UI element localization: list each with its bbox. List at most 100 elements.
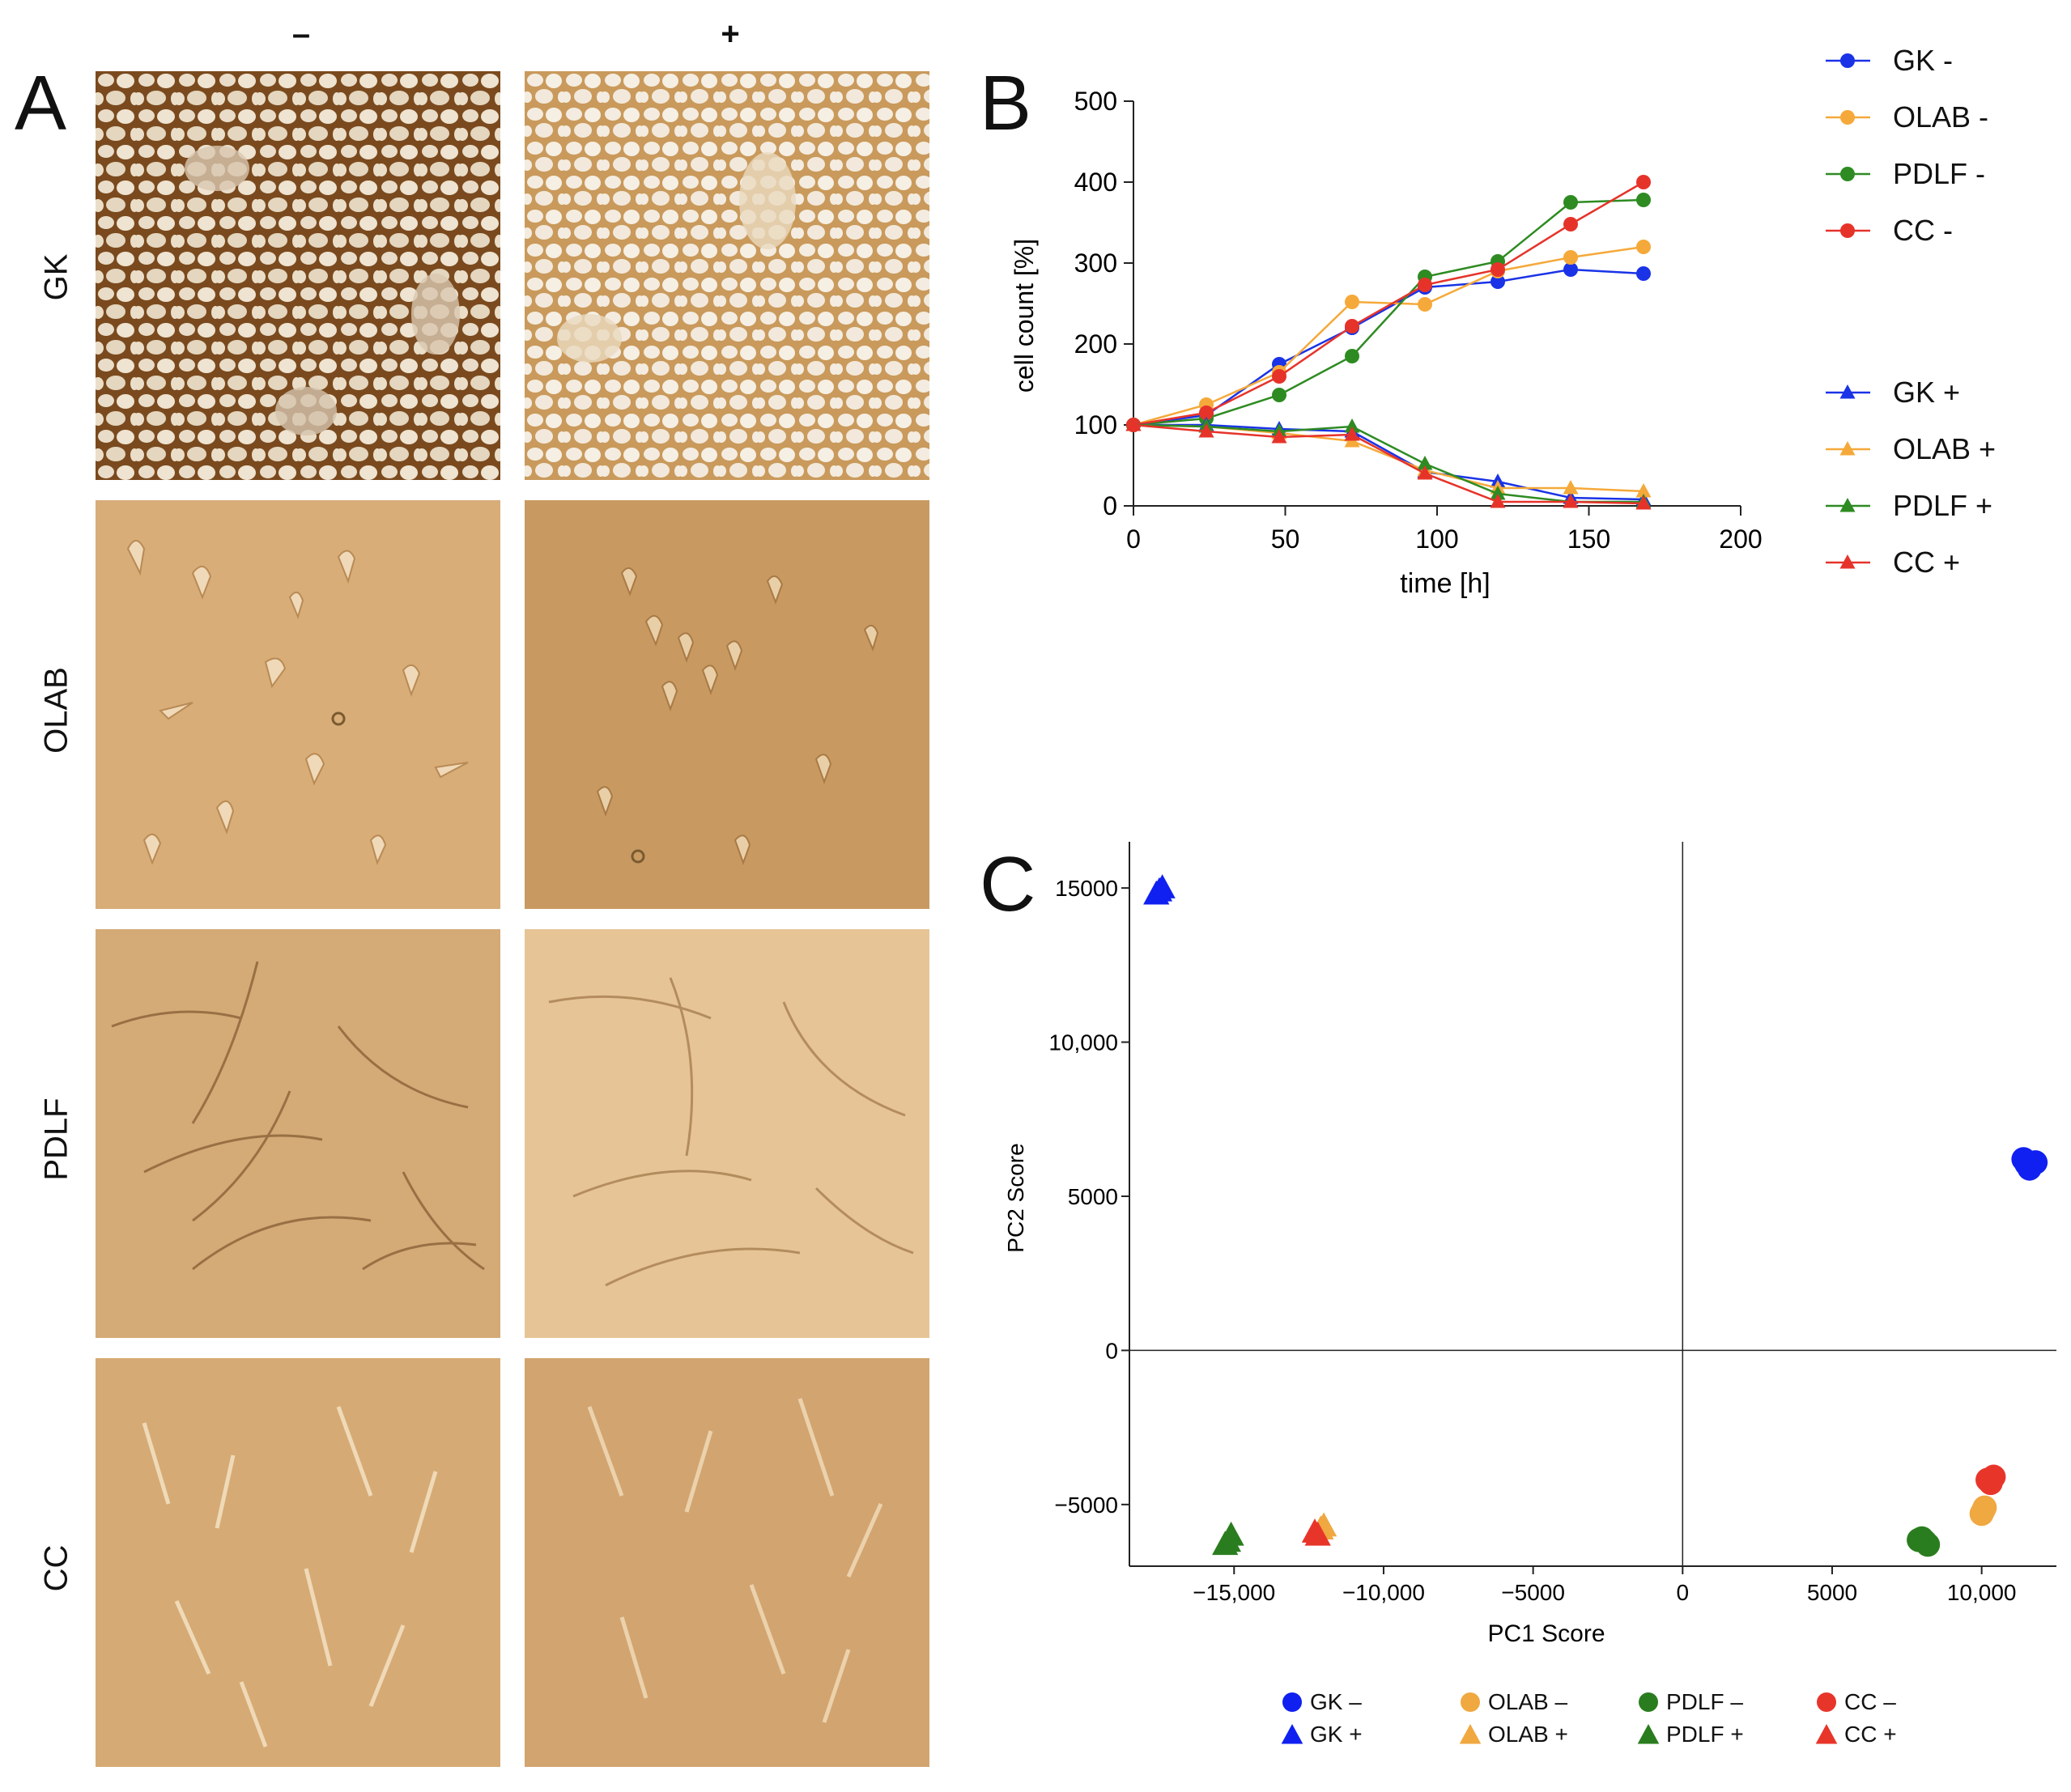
chart-c-legend-label: CC – bbox=[1844, 1689, 1896, 1714]
chart-b-legend-swatch bbox=[1826, 498, 1870, 512]
row-label-cc: CC bbox=[38, 1544, 74, 1592]
chart-b-point bbox=[1198, 423, 1214, 438]
chart-c-legend-item: OLAB – bbox=[1457, 1688, 1567, 1717]
chart-b-point bbox=[1636, 266, 1651, 281]
chart-c-legend-label: GK + bbox=[1310, 1722, 1363, 1747]
chart-b-legend-item: CC - bbox=[1822, 210, 1953, 251]
micrograph-olab-minus bbox=[96, 500, 500, 909]
chart-b-cell-count: cell count [%] time [h] 0100200300400500… bbox=[1010, 87, 1763, 599]
chart-b-ytick-label: 0 bbox=[1103, 491, 1117, 520]
chart-b-point bbox=[1272, 388, 1286, 402]
chart-c-legend-item: PDLF – bbox=[1635, 1688, 1743, 1717]
micrograph-gk-minus bbox=[96, 71, 500, 480]
chart-b-point bbox=[1563, 480, 1579, 495]
chart-c-legend-label: CC + bbox=[1844, 1722, 1897, 1747]
chart-b-point bbox=[1563, 262, 1578, 277]
chart-b-legend-item: PDLF - bbox=[1822, 154, 1985, 194]
chart-b-legend-label: OLAB + bbox=[1893, 432, 1997, 465]
chart-c-point bbox=[1907, 1527, 1932, 1552]
chart-b-ylabel: cell count [%] bbox=[1010, 239, 1039, 393]
chart-c-point bbox=[1304, 1521, 1331, 1546]
micrograph-pdlf-plus bbox=[525, 929, 929, 1338]
row-label-olab: OLAB bbox=[38, 667, 74, 754]
chart-c-legend-label: PDLF – bbox=[1666, 1689, 1743, 1714]
chart-b-ytick-label: 500 bbox=[1074, 87, 1117, 116]
chart-c-legend-item: GK + bbox=[1279, 1720, 1363, 1749]
chart-c-xtick-label: −15,000 bbox=[1193, 1580, 1275, 1605]
chart-b-legend-item: CC + bbox=[1822, 542, 1960, 583]
chart-b-xtick-label: 200 bbox=[1719, 524, 1762, 554]
chart-c-point bbox=[1212, 1531, 1239, 1556]
chart-b-legend-item: OLAB + bbox=[1822, 429, 1996, 469]
chart-b-series-line bbox=[1133, 423, 1644, 501]
chart-b-legend-swatch bbox=[1826, 554, 1870, 569]
chart-c-xtick-label: 5000 bbox=[1807, 1580, 1857, 1605]
chart-c-ytick-label: −5000 bbox=[1054, 1493, 1118, 1518]
chart-b-point bbox=[1490, 486, 1506, 500]
chart-c-xtick-label: 10,000 bbox=[1947, 1580, 2017, 1605]
chart-c-ytick-label: 5000 bbox=[1068, 1184, 1118, 1209]
chart-c-legend-swatch bbox=[1281, 1724, 1303, 1744]
chart-b-legend-item: PDLF + bbox=[1822, 486, 1992, 526]
chart-b-point bbox=[1125, 417, 1142, 431]
chart-b-point bbox=[1563, 195, 1578, 210]
chart-b-legend-label: OLAB - bbox=[1893, 100, 1989, 134]
chart-b-legend-item: OLAB - bbox=[1822, 97, 1988, 138]
chart-b-point bbox=[1344, 427, 1360, 441]
chart-b-legend-swatch bbox=[1826, 110, 1870, 125]
chart-b-ytick-label: 100 bbox=[1074, 410, 1117, 440]
row-label-pdlf: PDLF bbox=[38, 1098, 74, 1181]
chart-b-point bbox=[1345, 349, 1359, 363]
chart-c-legend-item: PDLF + bbox=[1635, 1720, 1744, 1749]
chart-c-legend: GK – OLAB – PDLF – CC – GK + OLAB + PDLF + CC + bbox=[1279, 1688, 2008, 1760]
chart-b-point bbox=[1491, 262, 1505, 277]
chart-b-legend-swatch bbox=[1826, 441, 1870, 456]
panel-label-b: B bbox=[980, 60, 1032, 147]
chart-b-legend-label: CC + bbox=[1893, 546, 1961, 579]
chart-b-point bbox=[1491, 274, 1505, 289]
chart-b-xtick-label: 150 bbox=[1567, 524, 1610, 554]
chart-b-point bbox=[1345, 319, 1359, 333]
chart-c-legend-label: GK – bbox=[1310, 1689, 1362, 1714]
chart-c-ylabel: PC2 Score bbox=[1003, 1143, 1028, 1252]
column-header-minus: – bbox=[291, 16, 311, 52]
panel-label-a: A bbox=[15, 60, 67, 147]
chart-c-legend-label: OLAB – bbox=[1488, 1689, 1568, 1714]
row-label-gk: GK bbox=[38, 253, 74, 301]
chart-b-legend-swatch bbox=[1826, 223, 1870, 238]
chart-b-xtick-label: 100 bbox=[1415, 524, 1458, 554]
chart-b-legend-label: PDLF - bbox=[1893, 157, 1986, 190]
chart-b-point bbox=[1563, 217, 1578, 231]
micrograph-gk-plus bbox=[525, 71, 929, 480]
chart-c-legend-label: OLAB + bbox=[1488, 1722, 1568, 1747]
chart-b-series-line bbox=[1133, 245, 1644, 427]
chart-b-ytick-label: 200 bbox=[1074, 329, 1117, 359]
chart-b-legend-label: PDLF + bbox=[1893, 489, 1993, 522]
chart-b-legend: GK - OLAB - PDLF - CC - GK + OLAB + PDLF + CC + bbox=[1822, 40, 2065, 579]
chart-b-xtick-label: 50 bbox=[1271, 524, 1300, 554]
micrograph-pdlf-minus bbox=[96, 929, 500, 1338]
chart-c-point bbox=[2014, 1151, 2039, 1176]
chart-c-legend-swatch bbox=[1815, 1724, 1838, 1744]
chart-b-point bbox=[1636, 193, 1651, 207]
chart-b-point bbox=[1563, 250, 1578, 265]
chart-b-legend-label: GK + bbox=[1893, 376, 1961, 409]
micrograph-olab-plus bbox=[525, 500, 929, 909]
chart-c-legend-swatch bbox=[1637, 1724, 1660, 1744]
chart-b-point bbox=[1635, 495, 1652, 510]
chart-b-point bbox=[1272, 369, 1286, 384]
chart-c-legend-swatch bbox=[1817, 1692, 1836, 1712]
chart-c-ytick-label: 15000 bbox=[1055, 876, 1118, 901]
chart-b-series-line bbox=[1133, 180, 1644, 427]
chart-c-xlabel: PC1 Score bbox=[1487, 1620, 1605, 1647]
chart-b-legend-swatch bbox=[1826, 53, 1870, 68]
chart-c-legend-item: GK – bbox=[1279, 1688, 1362, 1717]
chart-c-point bbox=[1146, 877, 1173, 902]
column-header-plus: + bbox=[721, 16, 740, 52]
micrograph-cc-plus bbox=[525, 1358, 929, 1767]
chart-c-legend-item: CC – bbox=[1814, 1688, 1896, 1717]
chart-b-legend-label: GK - bbox=[1893, 44, 1954, 77]
chart-c-legend-swatch bbox=[1461, 1692, 1480, 1712]
chart-b-point bbox=[1636, 175, 1651, 189]
chart-b-legend-label: CC - bbox=[1893, 214, 1953, 247]
